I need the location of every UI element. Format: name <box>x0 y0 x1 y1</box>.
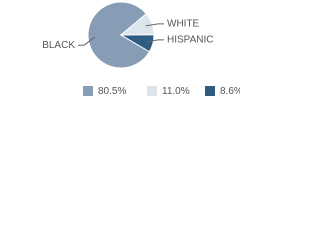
legend-swatch <box>147 86 157 96</box>
pie-slice <box>87 1 151 69</box>
legend-value: 8.6% <box>220 86 240 97</box>
legend-value: 80.5% <box>98 86 126 97</box>
leader-line <box>145 23 164 27</box>
category-label: BLACK <box>42 40 75 51</box>
legend-swatch <box>205 86 215 96</box>
leader-line <box>146 39 164 43</box>
pie-slice <box>119 34 155 53</box>
category-label: WHITE <box>167 19 200 30</box>
category-label: HISPANIC <box>167 34 214 45</box>
chart: BLACK WHITE HISPANIC 80.5% 11.0% 8.6% <box>42 1 240 97</box>
legend-swatch <box>83 86 93 96</box>
leader-line <box>78 36 95 46</box>
legend-value: 11.0% <box>162 86 190 97</box>
